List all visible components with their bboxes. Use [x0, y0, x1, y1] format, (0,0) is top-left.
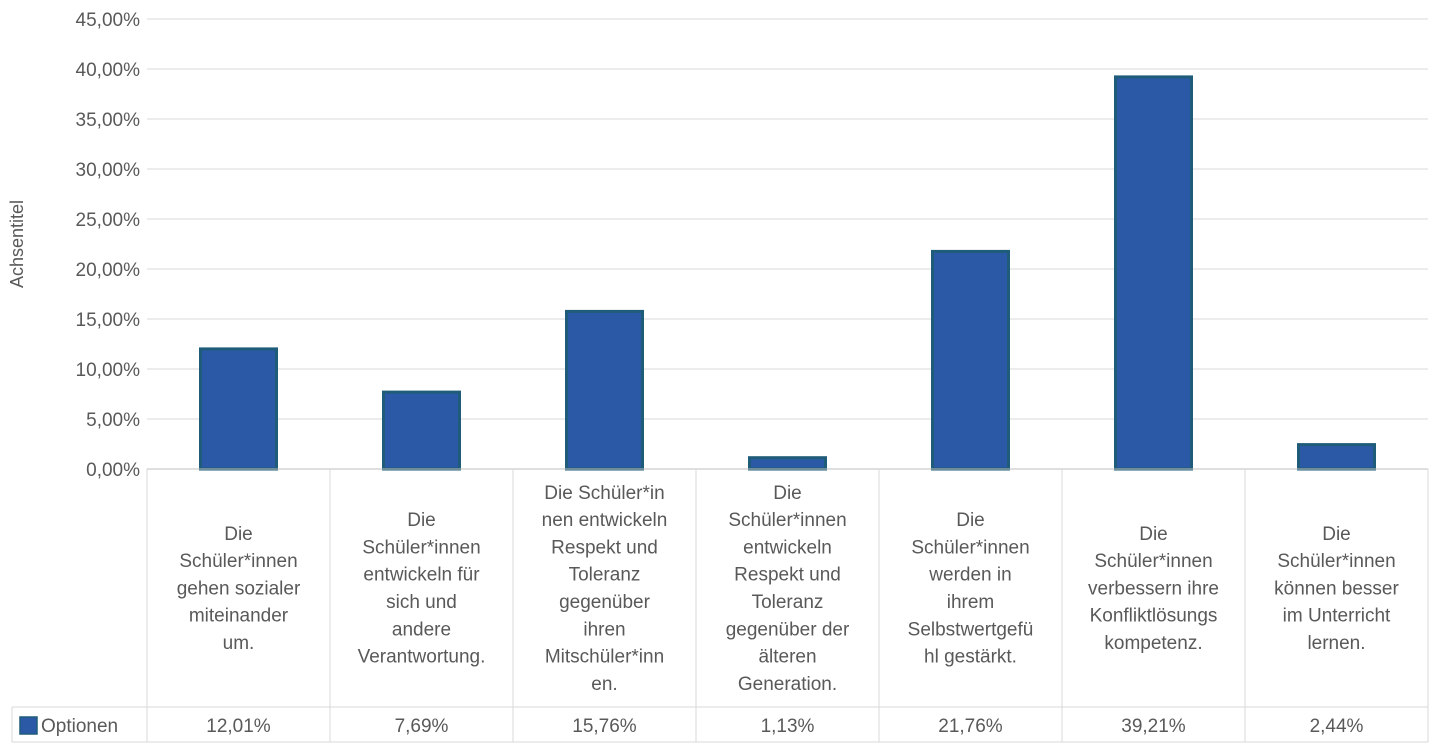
category-label-line: ihren [583, 619, 625, 640]
category-label-line: verbessern ihre [1088, 578, 1219, 599]
category-label-line: Toleranz [569, 565, 641, 586]
category-label-line: Schüler*innen [1094, 551, 1212, 572]
category-label-line: im Unterricht [1283, 606, 1391, 627]
bars [199, 75, 1376, 471]
category-label-line: hl gestärkt. [924, 647, 1017, 668]
y-tick-label: 25,00% [76, 210, 141, 231]
category-label-line: gegenüber der [726, 619, 850, 640]
value-labels: 12,01% 7,69% 15,76% 1,13% 21,76% 39,21% 2,44% [206, 716, 1363, 737]
y-tick-label: 35,00% [76, 110, 141, 131]
category-label-line: Die [224, 524, 253, 545]
category-label-line: Selbstwertgefü [908, 619, 1034, 640]
category-label-line: können besser [1274, 578, 1399, 599]
value-label: 15,76% [572, 716, 637, 737]
category-label: Die Schüler*innen können besser im Unterric… [1274, 524, 1399, 654]
category-label-line: Die [407, 510, 436, 531]
category-label-line: kompetenz. [1104, 633, 1202, 654]
value-label: 21,76% [938, 716, 1003, 737]
category-label-line: nen entwickeln [542, 510, 668, 531]
value-label: 39,21% [1121, 716, 1186, 737]
y-tick-label: 0,00% [86, 460, 140, 481]
category-label-line: Respekt und [551, 537, 658, 558]
bar [382, 390, 461, 471]
y-tick-label: 5,00% [86, 410, 140, 431]
value-label: 1,13% [761, 716, 815, 737]
category-label-line: Schüler*innen [911, 537, 1029, 558]
y-tick-label: 15,00% [76, 310, 141, 331]
category-labels: Die Schüler*innen gehen sozialer miteinande… [177, 483, 1400, 695]
category-label-line: Schüler*innen [362, 537, 480, 558]
legend-label-optionen: Optionen [41, 716, 118, 737]
category-label-line: andere [392, 619, 451, 640]
value-label: 7,69% [395, 716, 449, 737]
category-label-line: Verantwortung. [358, 647, 486, 668]
category-label-line: Toleranz [752, 592, 824, 613]
bar [199, 347, 278, 471]
bar [1114, 75, 1193, 471]
category-label-line: lernen. [1307, 633, 1365, 654]
category-label: Die Schüler*innen gehen sozialer miteinande… [177, 524, 301, 654]
category-label-line: Schüler*innen [179, 551, 297, 572]
category-label-line: älteren [758, 647, 816, 668]
category-label: Die Schüler*innen werden in ihrem Selbstwert… [908, 510, 1034, 668]
category-label-line: sich und [386, 592, 457, 613]
y-tick-label: 30,00% [76, 160, 141, 181]
category-label: Die Schüler*innen entwickeln Respekt und Tol… [726, 483, 850, 695]
y-tick-label: 45,00% [76, 10, 141, 31]
category-label-line: Die [956, 510, 985, 531]
legend: Optionen [19, 716, 118, 737]
category-label-line: Die [1139, 524, 1168, 545]
category-label-line: entwickeln [743, 537, 832, 558]
category-label-line: gehen sozialer [177, 578, 301, 599]
category-label-line: Konfliktlösungs [1090, 606, 1218, 627]
category-label: Die Schüler*innen verbessern ihre Konfliktl… [1088, 524, 1219, 654]
bar [931, 249, 1010, 471]
category-label-line: gegenüber [559, 592, 651, 613]
y-tick-label: 40,00% [76, 60, 141, 81]
category-label-line: Die Schüler*in [544, 483, 664, 504]
category-label-line: Respekt und [734, 565, 841, 586]
category-label-line: Schüler*innen [728, 510, 846, 531]
category-label-line: werden in [928, 565, 1011, 586]
category-label: Die Schüler*in nen entwickeln Respekt und T… [542, 483, 668, 695]
category-label-line: Mitschüler*inn [545, 647, 664, 668]
value-label: 12,01% [206, 716, 271, 737]
category-label-line: Die [773, 483, 802, 504]
y-axis-ticks: 0,00% 5,00% 10,00% 15,00% 20,00% 25,00% 30,00%… [76, 10, 141, 481]
data-table [11, 468, 1429, 743]
y-tick-label: 20,00% [76, 260, 141, 281]
bar [1297, 443, 1376, 471]
category-label-line: miteinander [189, 606, 289, 627]
category-label-line: Schüler*innen [1277, 551, 1395, 572]
legend-key-optionen [19, 716, 38, 735]
category-label: Die Schüler*innen entwickeln für sich und an… [358, 510, 486, 668]
y-tick-label: 10,00% [76, 360, 141, 381]
bar [565, 309, 644, 471]
y-axis-title: Achsentitel [7, 200, 27, 288]
category-label-line: en. [591, 674, 617, 695]
bar [748, 456, 827, 471]
category-label-line: um. [223, 633, 255, 654]
value-label: 2,44% [1310, 716, 1364, 737]
category-label-line: entwickeln für [363, 565, 480, 586]
category-label-line: Generation. [738, 674, 837, 695]
category-label-line: ihrem [947, 592, 995, 613]
category-label-line: Die [1322, 524, 1351, 545]
gridlines [147, 18, 1428, 420]
